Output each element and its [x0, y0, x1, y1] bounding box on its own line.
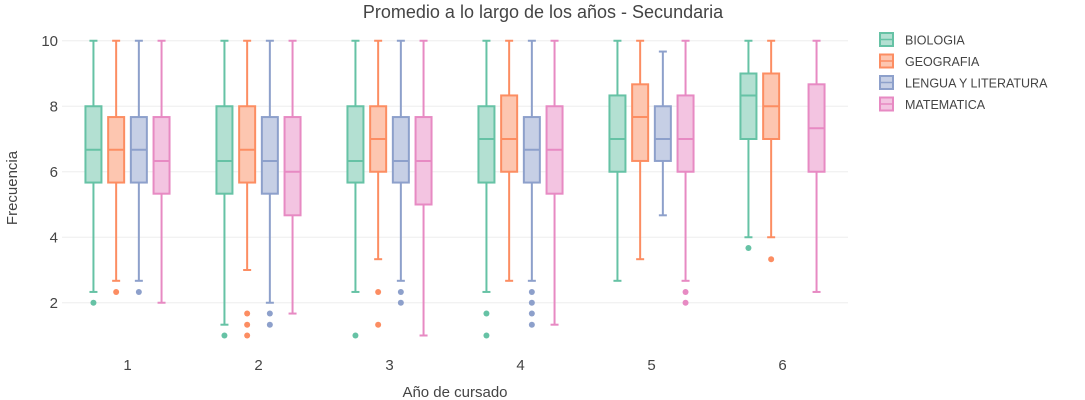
x-tick-label: 6	[778, 357, 786, 374]
box-biologia-2[interactable]	[215, 39, 234, 339]
x-tick-label: 4	[516, 357, 524, 374]
iqr-box	[238, 105, 257, 184]
series-geografia	[107, 39, 781, 339]
outlier-point	[375, 288, 382, 295]
legend-item-lengua-y-literatura[interactable]: LENGUA Y LITERATURA	[879, 75, 1048, 91]
box-geografia-1[interactable]	[107, 39, 126, 295]
iqr-box	[739, 72, 758, 140]
box-lengua-y-literatura-2[interactable]	[260, 39, 279, 328]
box-biologia-5[interactable]	[608, 39, 627, 282]
outlier-point	[244, 310, 251, 317]
legend-label: BIOLOGIA	[905, 34, 965, 48]
outlier-point	[135, 288, 142, 295]
x-axis-ticks: 1 2 3 4 5 6	[123, 357, 786, 374]
outlier-point	[528, 310, 535, 317]
box-matematica-3[interactable]	[414, 39, 433, 337]
outlier-point	[528, 321, 535, 328]
outlier-point	[266, 321, 273, 328]
iqr-box	[500, 94, 519, 173]
box-geografia-2[interactable]	[238, 39, 257, 339]
box-matematica-5[interactable]	[676, 39, 695, 306]
legend-item-geografia[interactable]: GEOGRAFIA	[879, 53, 980, 70]
x-axis-title: Año de cursado	[402, 384, 507, 400]
y-tick-label: 4	[50, 229, 58, 246]
box-biologia-6[interactable]	[739, 39, 758, 252]
outlier-point	[768, 256, 775, 263]
iqr-box	[608, 94, 627, 173]
y-tick-label: 10	[41, 33, 58, 50]
plot-area	[84, 39, 826, 339]
y-tick-label: 6	[50, 164, 58, 181]
outlier-point	[352, 332, 359, 339]
iqr-box	[260, 116, 279, 195]
box-geografia-6[interactable]	[762, 39, 781, 263]
x-tick-label: 3	[385, 357, 393, 374]
outlier-point	[90, 299, 97, 306]
iqr-box	[676, 94, 695, 173]
box-biologia-1[interactable]	[84, 39, 103, 306]
box-matematica-4[interactable]	[545, 39, 564, 326]
y-axis-ticks: 2 4 6 8 10	[41, 33, 58, 312]
iqr-box	[653, 105, 672, 162]
box-geografia-3[interactable]	[369, 39, 388, 328]
legend[interactable]: BIOLOGIA GEOGRAFIA LENGUA Y LITERATURA MATE…	[879, 32, 1048, 113]
legend-label: MATEMATICA	[905, 98, 986, 112]
iqr-box	[346, 105, 365, 184]
box-matematica-1[interactable]	[152, 39, 171, 304]
iqr-box	[283, 116, 302, 217]
box-lengua-y-literatura-1[interactable]	[129, 39, 148, 295]
box-geografia-4[interactable]	[500, 39, 519, 282]
series-biologia	[84, 39, 758, 339]
outlier-point	[483, 310, 490, 317]
outlier-point	[244, 332, 251, 339]
iqr-box	[477, 105, 496, 184]
iqr-box	[391, 116, 410, 184]
box-matematica-2[interactable]	[283, 39, 302, 315]
outlier-point	[528, 288, 535, 295]
box-geografia-5[interactable]	[631, 39, 650, 261]
iqr-box	[152, 116, 171, 195]
outlier-point	[244, 321, 251, 328]
box-lengua-y-literatura-5[interactable]	[653, 50, 672, 217]
outlier-point	[221, 332, 228, 339]
iqr-box	[631, 83, 650, 162]
box-biologia-4[interactable]	[477, 39, 496, 339]
y-axis-title: Frecuencia	[4, 150, 21, 225]
x-tick-label: 5	[647, 357, 655, 374]
iqr-box	[215, 105, 234, 195]
outlier-point	[266, 310, 273, 317]
legend-item-biologia[interactable]: BIOLOGIA	[879, 32, 965, 48]
box-biologia-3[interactable]	[346, 39, 365, 339]
outlier-point	[483, 332, 490, 339]
outlier-point	[397, 299, 404, 306]
x-tick-label: 2	[254, 357, 262, 374]
box-lengua-y-literatura-4[interactable]	[522, 39, 541, 328]
series-lengua-y-literatura	[129, 39, 672, 328]
outlier-point	[375, 321, 382, 328]
box-lengua-y-literatura-3[interactable]	[391, 39, 410, 306]
chart-title: Promedio a lo largo de los años - Secund…	[363, 2, 724, 22]
legend-label: GEOGRAFIA	[905, 55, 980, 69]
iqr-box	[84, 105, 103, 184]
box-matematica-6[interactable]	[807, 39, 826, 293]
y-tick-label: 8	[50, 98, 58, 115]
y-gridlines	[62, 40, 848, 304]
outlier-point	[745, 245, 752, 252]
legend-label: LENGUA Y LITERATURA	[905, 77, 1048, 91]
legend-item-matematica[interactable]: MATEMATICA	[879, 96, 986, 113]
outlier-point	[397, 288, 404, 295]
y-tick-label: 2	[50, 295, 58, 312]
outlier-point	[682, 299, 689, 306]
series-matematica	[152, 39, 826, 337]
outlier-point	[113, 288, 120, 295]
outlier-point	[528, 299, 535, 306]
outlier-point	[682, 288, 689, 295]
x-tick-label: 1	[123, 357, 131, 374]
